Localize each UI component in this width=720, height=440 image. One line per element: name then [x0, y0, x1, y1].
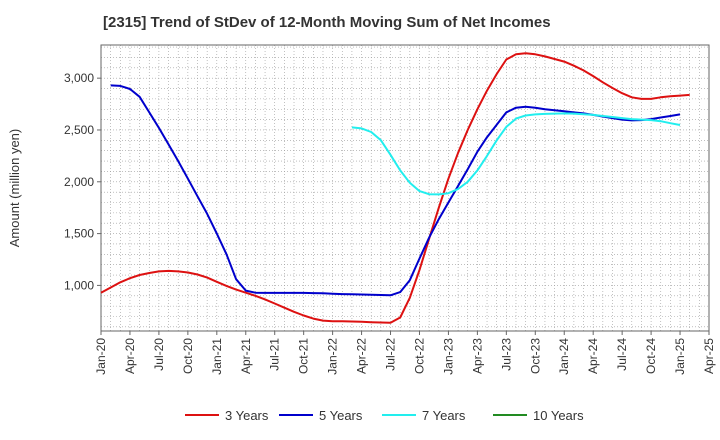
legend-label-3-years: 3 Years	[225, 408, 269, 423]
y-axis-ticks: 1,000 1,500 2,000 2,500 3,000	[64, 71, 101, 292]
x-tick-label: Jan-24	[557, 338, 571, 375]
x-tick-label: Jan-21	[210, 338, 224, 375]
x-tick-label: Jul-22	[384, 338, 398, 371]
x-tick-label: Jul-24	[615, 338, 629, 371]
y-tick-label: 1,000	[64, 278, 94, 292]
x-tick-label: Jul-23	[499, 338, 513, 371]
y-tick-label: 3,000	[64, 71, 94, 85]
legend-label-7-years: 7 Years	[422, 408, 466, 423]
x-axis-ticks: Jan-20 Apr-20 Jul-20 Oct-20 Jan-21 Apr-21 Jul-…	[94, 331, 716, 375]
y-tick-label: 2,000	[64, 175, 94, 189]
y-tick-label: 2,500	[64, 123, 94, 137]
x-tick-label: Oct-21	[297, 338, 311, 374]
legend-label-10-years: 10 Years	[533, 408, 584, 423]
x-tick-label: Apr-24	[586, 338, 600, 374]
x-tick-label: Apr-25	[702, 338, 716, 374]
x-tick-label: Oct-20	[181, 338, 195, 374]
x-tick-label: Jan-25	[673, 338, 687, 375]
x-tick-label: Apr-20	[123, 338, 137, 374]
x-tick-label: Jan-22	[326, 338, 340, 375]
x-tick-label: Apr-22	[355, 338, 369, 374]
y-axis-title: Amount (million yen)	[7, 129, 22, 248]
x-tick-label: Jan-23	[441, 338, 455, 375]
series-line-3-years	[100, 52, 690, 324]
x-tick-label: Apr-21	[239, 338, 253, 374]
y-tick-label: 1,500	[64, 227, 94, 241]
series-line-5-years	[110, 84, 681, 297]
chart-title: [2315] Trend of StDev of 12-Month Moving…	[103, 14, 551, 31]
plot-area	[100, 44, 710, 332]
x-tick-label: Oct-23	[528, 338, 542, 374]
x-tick-label: Jan-20	[94, 338, 108, 375]
series-lines	[100, 52, 690, 324]
x-tick-label: Apr-23	[470, 338, 484, 374]
series-line-7-years	[351, 112, 681, 196]
x-tick-label: Oct-22	[412, 338, 426, 374]
x-tick-label: Jul-21	[268, 338, 282, 371]
x-tick-label: Oct-24	[644, 338, 658, 374]
legend: 3 Years 5 Years 7 Years 10 Years	[185, 408, 584, 423]
legend-label-5-years: 5 Years	[319, 408, 363, 423]
x-tick-label: Jul-20	[152, 338, 166, 371]
